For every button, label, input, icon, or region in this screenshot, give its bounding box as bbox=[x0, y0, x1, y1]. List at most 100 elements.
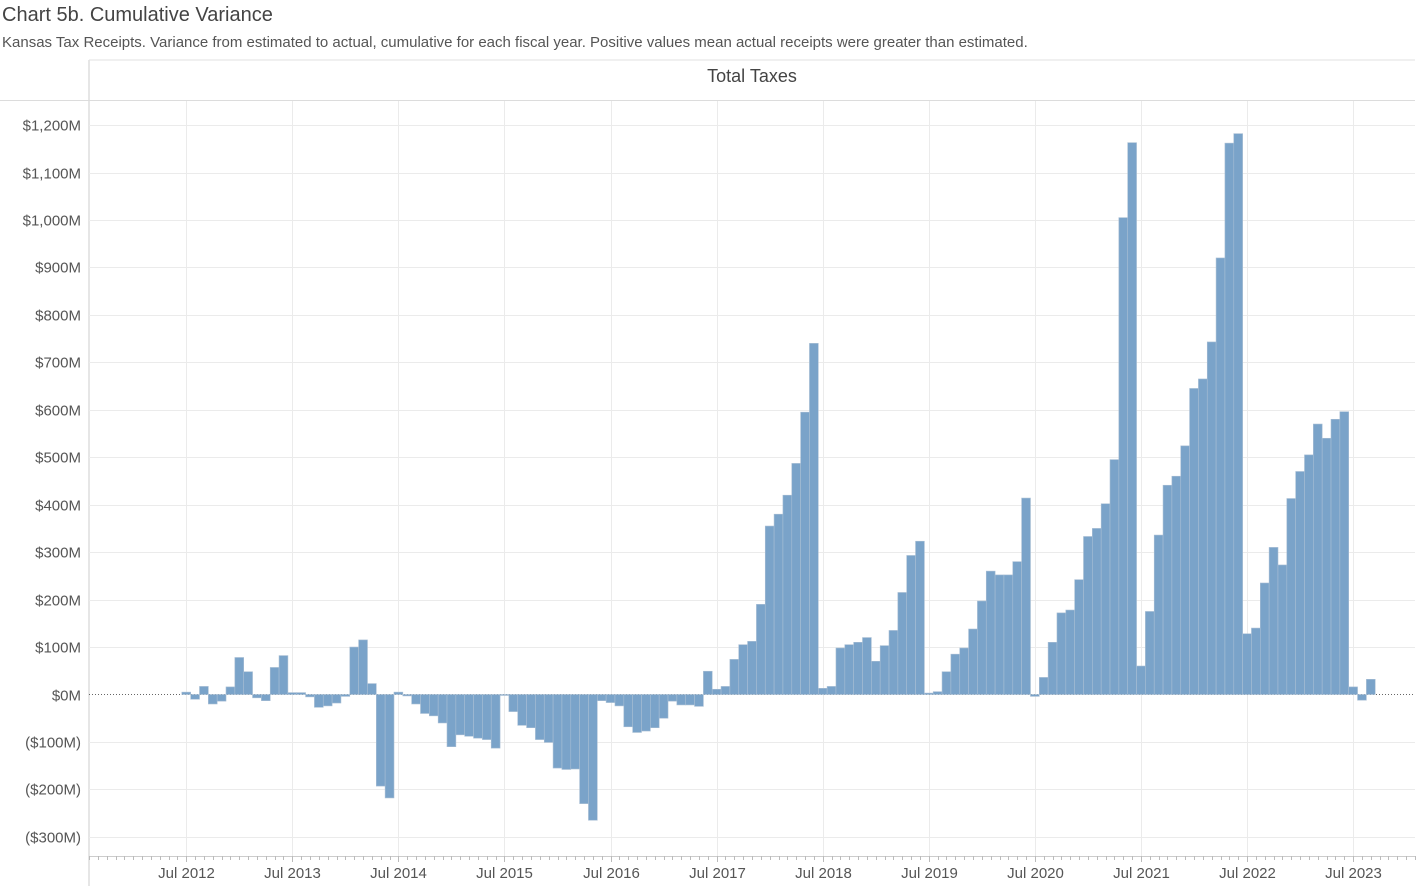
bar bbox=[826, 686, 837, 695]
x-axis: Jul 2012 Jul 2013 Jul 2014 Jul 2015 Jul 2016… bbox=[89, 856, 1416, 882]
bar bbox=[977, 600, 987, 695]
y-tick-label: $1,100M bbox=[23, 166, 81, 183]
bar bbox=[437, 694, 448, 724]
bar bbox=[694, 694, 704, 707]
y-tick-label: ($200M) bbox=[25, 782, 81, 799]
y-tick-label: $700M bbox=[35, 355, 81, 372]
bar bbox=[508, 694, 519, 712]
bar bbox=[570, 694, 580, 770]
bar bbox=[261, 694, 271, 701]
bar bbox=[278, 655, 289, 695]
y-tick-label: $300M bbox=[35, 545, 81, 562]
x-tick-label: Jul 2016 bbox=[583, 865, 640, 882]
bar bbox=[1039, 677, 1049, 695]
bar bbox=[199, 686, 209, 695]
bar bbox=[296, 692, 306, 695]
bar bbox=[729, 659, 740, 695]
bar bbox=[1136, 665, 1146, 695]
bar bbox=[853, 641, 863, 695]
bar bbox=[667, 694, 678, 702]
bar bbox=[1092, 528, 1102, 695]
bar bbox=[1339, 411, 1349, 695]
bar bbox=[1215, 257, 1226, 695]
bar bbox=[314, 694, 324, 708]
bar bbox=[1251, 627, 1261, 695]
bar bbox=[1145, 611, 1155, 695]
y-tick-label: $0M bbox=[52, 688, 81, 705]
y-tick-label: ($300M) bbox=[25, 830, 81, 847]
bar bbox=[650, 694, 660, 729]
bar bbox=[1118, 217, 1128, 695]
bar bbox=[526, 694, 536, 729]
bar bbox=[1295, 471, 1305, 695]
bar bbox=[658, 694, 669, 719]
bar bbox=[455, 694, 465, 736]
bar bbox=[1206, 341, 1217, 695]
bar bbox=[897, 592, 907, 695]
bar bbox=[1321, 437, 1332, 695]
bar bbox=[517, 694, 527, 726]
bar bbox=[800, 411, 810, 695]
bar bbox=[464, 694, 474, 737]
bar bbox=[322, 694, 333, 707]
x-tick-label: Jul 2023 bbox=[1325, 865, 1382, 882]
bar bbox=[482, 694, 492, 740]
y-tick-label: $200M bbox=[35, 593, 81, 610]
y-tick-label: $400M bbox=[35, 498, 81, 515]
bar bbox=[331, 694, 342, 704]
bar bbox=[1233, 133, 1243, 695]
x-tick-label: Jul 2020 bbox=[1007, 865, 1064, 882]
bar bbox=[234, 657, 245, 695]
y-tick-label: $800M bbox=[35, 308, 81, 325]
bar bbox=[1180, 445, 1190, 695]
bar bbox=[791, 463, 801, 695]
y-axis: $1,200M $1,100M $1,000M $900M $800M $700M $600… bbox=[23, 118, 81, 847]
bar bbox=[835, 647, 846, 695]
bar bbox=[588, 694, 598, 821]
bar bbox=[216, 694, 227, 702]
bar bbox=[1357, 694, 1367, 701]
x-tick-label: Jul 2019 bbox=[901, 865, 958, 882]
bar bbox=[614, 694, 625, 707]
bar bbox=[738, 644, 748, 695]
bar bbox=[994, 574, 1005, 695]
bar bbox=[446, 694, 457, 748]
bar bbox=[888, 630, 899, 695]
bar bbox=[340, 694, 351, 697]
bar bbox=[208, 694, 218, 705]
bar bbox=[685, 694, 695, 706]
bar bbox=[243, 671, 253, 695]
bar bbox=[473, 694, 483, 739]
bar bbox=[950, 653, 961, 695]
bar bbox=[906, 555, 916, 695]
bar bbox=[552, 694, 563, 769]
bar bbox=[641, 694, 651, 732]
bar bbox=[1224, 142, 1235, 695]
y-tick-label: $500M bbox=[35, 450, 81, 467]
bar bbox=[1348, 686, 1358, 695]
y-tick-label: ($100M) bbox=[25, 735, 81, 752]
bar bbox=[561, 694, 572, 770]
bar bbox=[1003, 574, 1014, 695]
bar bbox=[623, 694, 633, 728]
gridlines bbox=[89, 101, 1415, 856]
bar bbox=[1065, 609, 1075, 695]
bar bbox=[1198, 378, 1208, 695]
bar bbox=[632, 694, 642, 733]
bar bbox=[1127, 142, 1137, 695]
bar bbox=[605, 694, 616, 703]
bar-series bbox=[181, 133, 1376, 821]
y-tick-label: $600M bbox=[35, 403, 81, 420]
bar bbox=[862, 637, 872, 695]
bar bbox=[225, 686, 236, 695]
bar bbox=[1366, 679, 1376, 695]
bar bbox=[1171, 475, 1182, 695]
y-tick-label: $900M bbox=[35, 260, 81, 277]
x-tick-label: Jul 2021 bbox=[1113, 865, 1170, 882]
bar bbox=[1153, 534, 1164, 695]
bar bbox=[817, 688, 828, 695]
chart-title: Chart 5b. Cumulative Variance bbox=[2, 4, 273, 26]
chart-subtitle: Kansas Tax Receipts. Variance from estim… bbox=[2, 34, 1028, 51]
bar bbox=[985, 570, 996, 695]
